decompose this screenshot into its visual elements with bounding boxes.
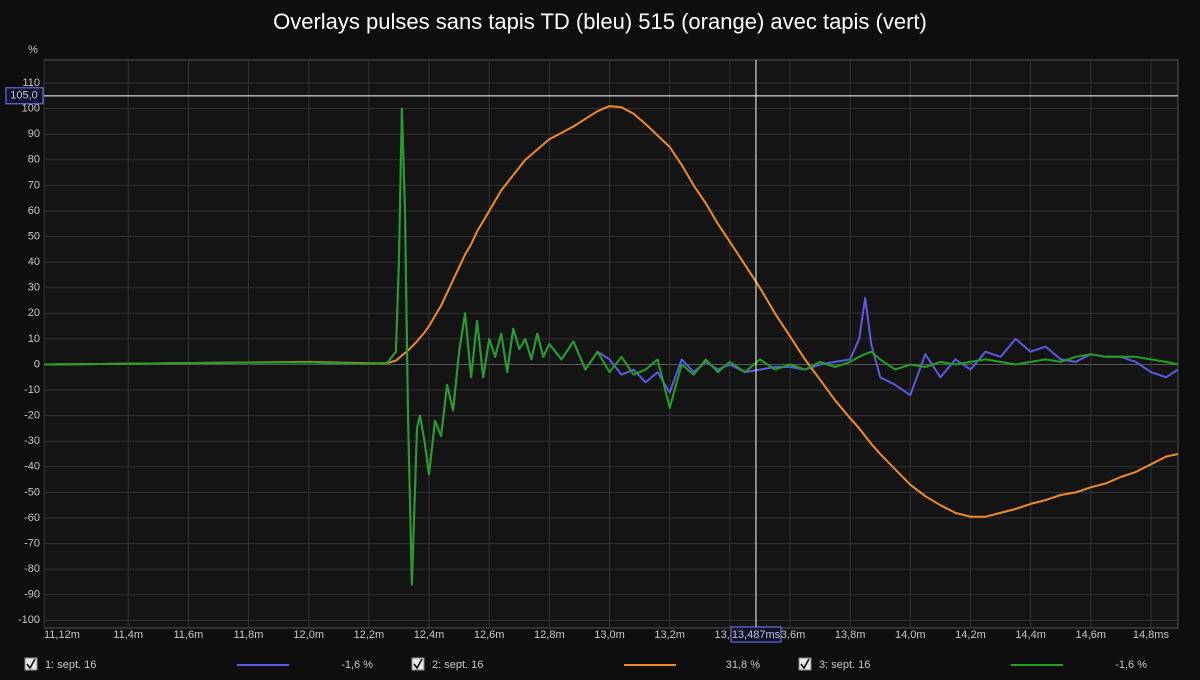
x-tick-label: 14,6m [1075, 629, 1106, 641]
y-tick-label: -90 [24, 589, 40, 601]
x-tick-label: 11,4m [113, 629, 143, 641]
legend-item: 3: sept. 16 -1,6 % [798, 657, 1147, 671]
legend-item: 1: sept. 16 -1,6 % [24, 657, 373, 671]
x-tick-label: 11,12m [44, 629, 80, 641]
x-tick-label: 12,6m [474, 629, 505, 641]
checkmark [413, 658, 423, 670]
cursor-y-box [5, 87, 44, 105]
series-line [43, 107, 1179, 586]
x-tick-label: 12,0m [293, 629, 324, 641]
legend-name: 1: sept. 16 [45, 659, 96, 671]
cursor-y-label: 105,0 [10, 90, 38, 102]
x-tick-label: 12,2m [354, 629, 385, 641]
y-tick-label: 60 [28, 205, 40, 217]
x-tick-label: 14,4m [1015, 629, 1046, 641]
legend: 1: sept. 16 -1,6 % 2: sept. 16 31,8 % 3: sep… [24, 657, 1147, 671]
legend-name: 2: sept. 16 [432, 659, 483, 671]
legend-readout: -1,6 % [341, 659, 373, 671]
checkmark [800, 658, 810, 670]
x-tick-label: 14,2m [955, 629, 986, 641]
y-tick-label: 110 [22, 77, 40, 89]
x-tick-label: 13,0m [594, 629, 625, 641]
y-tick-label: -70 [24, 537, 40, 549]
cursor-x-label: 13,487ms [732, 629, 781, 641]
x-tick-label: 11,8m [234, 629, 264, 641]
y-tick-label: -50 [24, 486, 40, 498]
x-tick-label: 13,2m [654, 629, 685, 641]
y-tick-label: 10 [28, 333, 40, 345]
chart-title: Overlays pulses sans tapis TD (bleu) 515… [273, 9, 927, 34]
y-tick-label: 80 [28, 154, 40, 166]
x-tick-label: 14,0m [895, 629, 926, 641]
y-unit: % [28, 44, 38, 56]
y-tick-label: -60 [24, 512, 40, 524]
cursor-x-box [730, 626, 782, 643]
x-tick-label: 11,6m [173, 629, 203, 641]
y-tick-label: 0 [34, 358, 40, 370]
checkmark [26, 658, 36, 670]
y-tick-label: 40 [28, 256, 40, 268]
legend-item: 2: sept. 16 31,8 % [411, 657, 760, 671]
plot-area [43, 59, 1179, 629]
legend-readout: -1,6 % [1115, 659, 1147, 671]
x-tick-label: 12,4m [414, 629, 445, 641]
x-tick-label: 14,8ms [1133, 629, 1170, 641]
x-tick-label: 13,6m [775, 629, 806, 641]
y-tick-label: 30 [28, 282, 40, 294]
y-tick-label: 100 [22, 103, 40, 115]
series-line [43, 105, 1179, 518]
y-tick-label: -10 [24, 384, 40, 396]
y-tick-label: -30 [24, 435, 40, 447]
y-tick-label: -100 [18, 614, 40, 626]
y-tick-label: -80 [24, 563, 40, 575]
y-tick-label: -20 [24, 410, 40, 422]
x-tick-label: 13,8m [835, 629, 866, 641]
x-tick-label: 12,8m [534, 629, 565, 641]
legend-name: 3: sept. 16 [819, 659, 870, 671]
y-tick-label: 20 [28, 307, 40, 319]
legend-readout: 31,8 % [726, 659, 760, 671]
y-tick-label: 90 [28, 128, 40, 140]
y-tick-label: 70 [28, 179, 40, 191]
y-tick-label: 50 [28, 230, 40, 242]
y-tick-label: -40 [24, 461, 40, 473]
